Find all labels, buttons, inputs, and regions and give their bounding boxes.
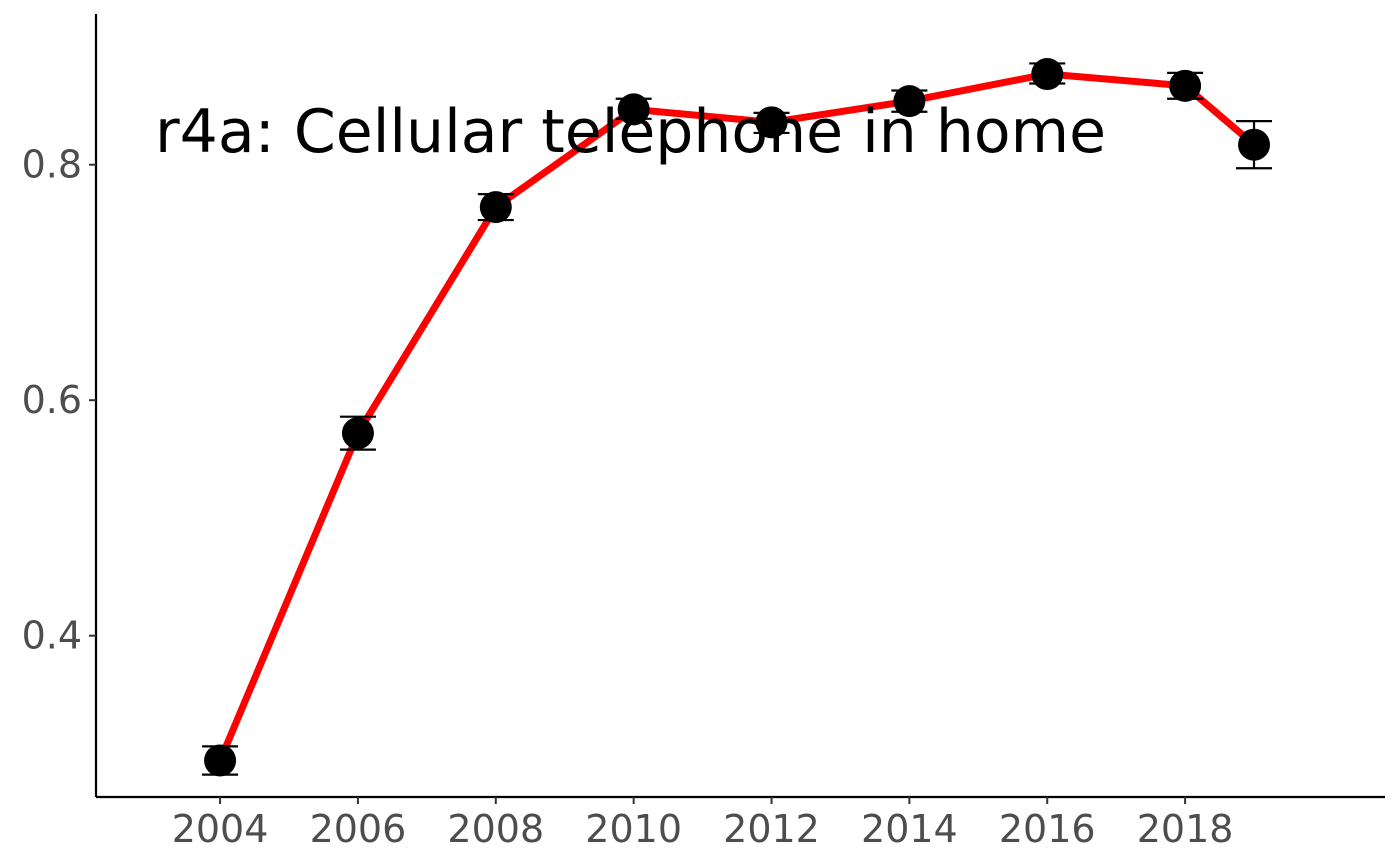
y-tick-label: 0.4 (22, 614, 82, 658)
chart-annotation: r4a: Cellular telephone in home (155, 97, 1106, 167)
data-point (204, 744, 237, 777)
data-point (893, 85, 926, 118)
x-tick-label: 2010 (585, 807, 682, 851)
x-axis: 2004 2006 2008 2010 2012 2014 2016 2018 (96, 795, 1385, 851)
x-tick-label: 2008 (447, 807, 544, 851)
data-point (341, 417, 374, 450)
x-tick-label: 2014 (861, 807, 958, 851)
data-point (1169, 69, 1202, 102)
y-tick-label: 0.6 (22, 378, 82, 422)
x-tick-label: 2012 (723, 807, 820, 851)
data-points-group (204, 58, 1271, 777)
data-point (1238, 128, 1271, 161)
data-point (1031, 58, 1064, 91)
data-point (617, 93, 650, 126)
data-point (479, 191, 512, 224)
x-tick-label: 2006 (310, 807, 407, 851)
x-tick-label: 2018 (1137, 807, 1234, 851)
x-tick-label: 2016 (999, 807, 1096, 851)
y-axis: 0.4 0.6 0.8 (22, 14, 98, 797)
y-tick-label: 0.8 (22, 143, 82, 187)
data-point (755, 106, 788, 139)
x-tick-label: 2004 (172, 807, 269, 851)
